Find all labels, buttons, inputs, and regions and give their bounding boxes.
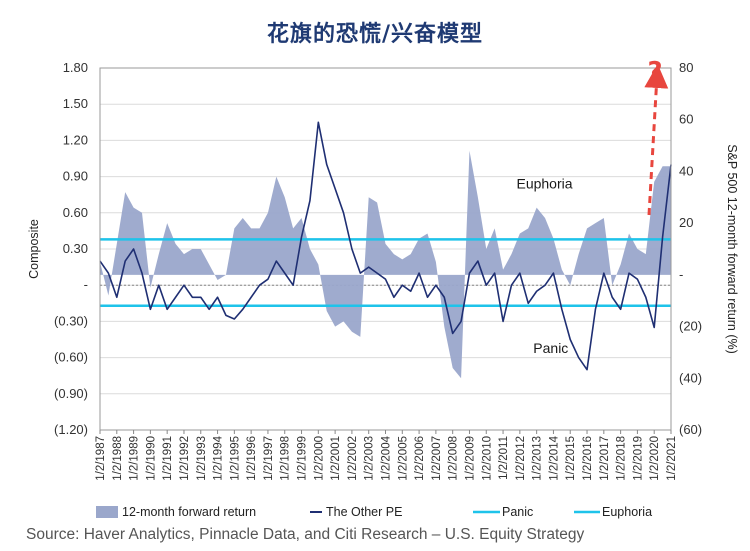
y-right-tick-label: (40) — [679, 370, 702, 385]
y-right-tick-label: (20) — [679, 319, 702, 334]
legend: 12-month forward return The Other PE Pan… — [96, 505, 652, 519]
x-tick-label: 1/2/2006 — [414, 436, 426, 481]
x-tick-label: 1/2/2002 — [347, 436, 359, 481]
y-right-tick-label: 40 — [679, 163, 693, 178]
x-tick-label: 1/2/1995 — [229, 436, 241, 481]
x-tick-label: 1/2/1992 — [179, 436, 191, 481]
x-tick-label: 1/2/1990 — [145, 436, 157, 481]
chart-title: 花旗的恐慌/兴奋模型 — [266, 22, 484, 47]
x-tick-label: 1/2/2012 — [515, 436, 527, 481]
legend-label-other-pe: The Other PE — [326, 505, 402, 519]
x-tick-label: 1/2/2003 — [364, 436, 376, 481]
x-tick-label: 1/2/2005 — [397, 436, 409, 481]
x-tick-label: 1/2/2000 — [313, 436, 325, 481]
y-left-tick-label: 1.80 — [63, 60, 88, 75]
x-tick-label: 1/2/1997 — [263, 436, 275, 481]
right-axis-ticks: 80 60 40 20 - (20) (40) (60) — [679, 60, 702, 437]
euphoria-annotation: Euphoria — [516, 176, 572, 192]
x-tick-label: 1/2/1998 — [280, 436, 292, 481]
y-right-tick-label: 80 — [679, 60, 693, 75]
x-tick-label: 1/2/2009 — [464, 436, 476, 481]
x-tick-label: 1/2/2019 — [632, 436, 644, 481]
y-left-tick-label: 1.20 — [63, 132, 88, 147]
x-tick-label: 1/2/2018 — [616, 436, 628, 481]
y-right-tick-label: - — [679, 267, 683, 282]
left-axis-ticks: 1.80 1.50 1.20 0.90 0.60 0.30 - (0.30) (0.60) (0.… — [54, 60, 88, 437]
y-left-tick-label: 0.90 — [63, 169, 88, 184]
y-right-tick-label: (60) — [679, 422, 702, 437]
threshold-lines — [100, 238, 671, 307]
y-axis-left-label: Composite — [27, 219, 41, 279]
x-tick-label: 1/2/1993 — [196, 436, 208, 481]
legend-swatch-forward-return — [96, 506, 118, 518]
x-tick-label: 1/2/2020 — [649, 436, 661, 481]
source-note: Source: Haver Analytics, Pinnacle Data, … — [26, 526, 585, 543]
y-right-tick-label: 20 — [679, 215, 693, 230]
forward-return-area — [100, 150, 671, 379]
x-tick-label: 1/2/1999 — [297, 436, 309, 481]
grid — [100, 103, 671, 395]
y-left-tick-label: (0.90) — [54, 386, 88, 401]
y-left-tick-label: (0.60) — [54, 350, 88, 365]
y-right-tick-label: 60 — [679, 112, 693, 127]
x-tick-label: 1/2/2004 — [381, 435, 393, 480]
x-tick-label: 1/2/1991 — [162, 436, 174, 481]
x-tick-label: 1/2/2014 — [548, 435, 560, 480]
x-tick-label: 1/2/1989 — [129, 436, 141, 481]
x-tick-label: 1/2/2001 — [330, 436, 342, 481]
y-axis-right-label: S&P 500 12-month forward return (%) — [725, 144, 739, 354]
area-forward-return — [100, 150, 671, 379]
question-mark: ? — [647, 57, 662, 87]
y-left-tick-label: (0.30) — [54, 313, 88, 328]
x-tick-label: 1/2/2010 — [481, 436, 493, 481]
x-tick-label: 1/2/2016 — [582, 436, 594, 481]
x-tick-label: 1/2/2013 — [532, 436, 544, 481]
y-left-tick-label: - — [84, 277, 88, 292]
x-tick-label: 1/2/2011 — [498, 436, 510, 480]
y-left-tick-label: 1.50 — [63, 96, 88, 111]
x-tick-label: 1/2/1994 — [213, 435, 225, 480]
x-tick-label: 1/2/1987 — [95, 436, 107, 481]
legend-label-forward-return: 12-month forward return — [122, 505, 256, 519]
panic-annotation: Panic — [533, 340, 568, 356]
y-left-tick-label: 0.60 — [63, 205, 88, 220]
x-tick-label: 1/2/2008 — [448, 436, 460, 481]
other-pe-line — [99, 121, 672, 371]
x-tick-label: 1/2/1988 — [112, 436, 124, 481]
line-other-pe — [99, 121, 672, 371]
x-tick-label: 1/2/2015 — [565, 436, 577, 481]
legend-label-panic: Panic — [502, 505, 533, 519]
x-tick-label: 1/2/2017 — [599, 436, 611, 481]
x-axis-ticks: 1/2/1987 1/2/1988 1/2/1989 1/2/1990 1/2/1991… — [95, 430, 678, 481]
x-tick-label: 1/2/1996 — [246, 436, 258, 481]
legend-label-euphoria: Euphoria — [602, 505, 652, 519]
y-left-tick-label: (1.20) — [54, 422, 88, 437]
x-tick-label: 1/2/2007 — [431, 436, 443, 481]
x-tick-label: 1/2/2021 — [666, 436, 678, 481]
y-left-tick-label: 0.30 — [63, 241, 88, 256]
